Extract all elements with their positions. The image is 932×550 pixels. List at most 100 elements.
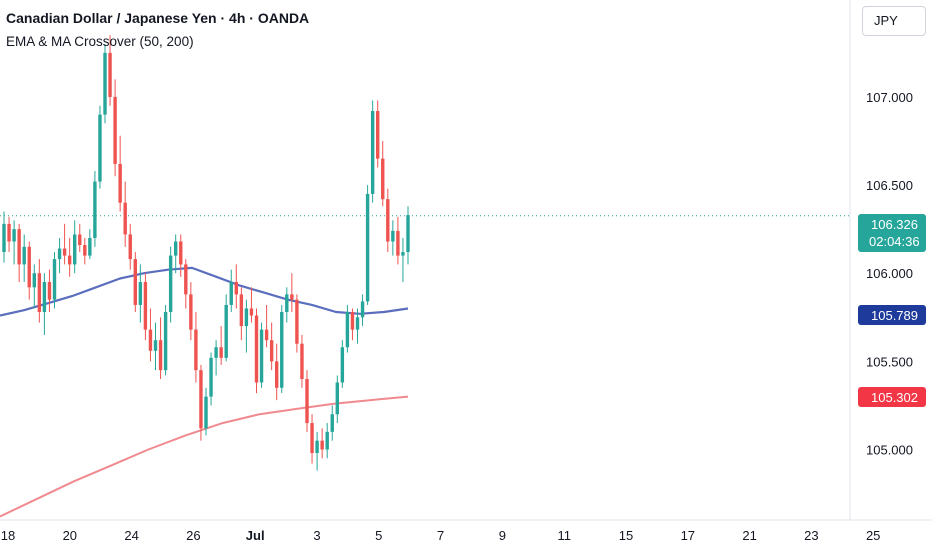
candle-body [330,414,334,432]
last-price-badge: 106.326 02:04:36 [858,214,926,252]
candle-body [381,158,385,200]
ema-badge: 105.789 [858,305,926,325]
candle-body [194,329,198,371]
candle-body [62,248,67,256]
indicator-label[interactable]: EMA & MA Crossover (50, 200) [6,34,194,49]
candle-body [209,357,213,397]
candle-body [199,370,203,429]
candle-body [355,317,360,330]
candle-body [138,282,143,305]
time-tick-label: 7 [437,528,444,543]
candle-body [275,361,279,388]
candle-body [305,378,309,424]
candle-body [163,312,168,371]
candle-body [204,396,208,429]
candle-body [300,343,304,379]
ma-value-label: 105.302 [871,390,918,405]
candle-body [113,96,117,164]
candle-body [249,308,254,316]
ema-value-label: 105.789 [871,308,918,323]
countdown-label: 02:04:36 [869,234,920,249]
candle-body [47,282,52,300]
candle-body [335,382,339,415]
candle-body [401,252,405,256]
candle-body [168,255,173,312]
candle-body [365,193,370,302]
candle-body [98,114,102,182]
price-tick-label: 105.000 [866,442,913,457]
candle-body [391,230,395,242]
time-tick-label: 17 [681,528,695,543]
candle-body [118,163,122,203]
candle-body [108,52,112,97]
price-tick-label: 107.000 [866,90,913,105]
candle-body [88,237,92,256]
candle-body [12,229,16,242]
candle-body [17,229,21,265]
candle-body [128,234,132,260]
candle-body [153,340,158,351]
price-tick-label: 106.000 [866,266,913,281]
candle-body [280,312,284,388]
candle-body [189,294,193,330]
time-tick-label: 11 [557,528,571,543]
candle-body [133,259,137,305]
candle-body [42,282,47,312]
candle-body [239,294,244,327]
candle-body [37,273,42,312]
candle-body [290,294,294,300]
candles-layer [2,35,410,471]
candle-body [93,181,97,238]
candle-body [179,241,183,265]
price-axis[interactable]: 107.000 106.500 106.000 105.500 105.000 [866,90,913,458]
candle-body [320,440,324,450]
last-price-label: 106.326 [871,217,918,232]
candle-body [386,199,390,242]
candle-body [103,52,107,115]
candle-body [67,255,72,265]
time-tick-label: 9 [499,528,506,543]
candle-body [224,304,228,358]
candle-body [148,329,153,351]
time-tick-label: 18 [1,528,15,543]
candle-body [315,440,319,454]
price-tick-label: 106.500 [866,178,913,193]
candle-body [123,202,127,235]
candle-body [295,299,299,344]
time-tick-label: Jul [246,528,265,543]
time-tick-label: 5 [375,528,382,543]
candle-body [73,234,77,265]
candle-body [57,248,62,260]
time-tick-label: 26 [186,528,200,543]
candle-body [350,312,355,330]
time-tick-label: 25 [866,528,880,543]
candle-body [376,111,380,159]
candle-body [143,282,148,330]
time-axis[interactable]: 18 20 24 26 Jul 3 5 7 9 11 15 17 21 23 25 [1,528,881,543]
time-tick-label: 21 [742,528,756,543]
candle-body [254,315,259,383]
candle-body [7,223,11,242]
candle-body [406,215,410,253]
ema-50-layer [0,266,409,317]
candle-body [244,308,249,327]
candle-body [83,245,87,256]
candle-body [78,234,82,246]
candle-body [2,223,6,253]
candle-body [285,294,289,312]
candle-body [360,301,365,318]
candle-body [310,423,314,454]
ma-200-line [0,395,409,518]
candle-body [219,347,223,358]
candle-body [345,312,350,348]
candle-body [184,264,188,295]
ma-badge: 105.302 [858,387,926,407]
candle-body [174,241,178,256]
time-tick-label: 20 [63,528,77,543]
candle-body [340,347,345,383]
currency-button[interactable]: JPY [862,6,926,36]
candle-body [234,282,238,295]
candle-body [370,111,375,194]
price-tick-label: 105.500 [866,354,913,369]
